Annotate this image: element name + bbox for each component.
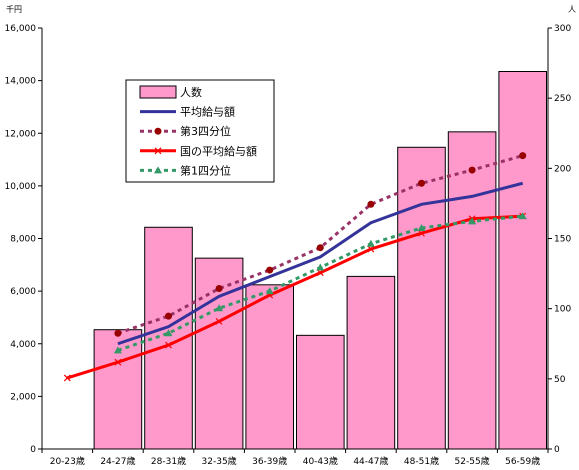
bar (447, 131, 497, 450)
bar (296, 334, 345, 450)
legend-marker (154, 166, 162, 174)
bar (397, 146, 446, 450)
legend-marker (154, 127, 162, 135)
axes: 0 2,000 4,000 6,000 8,000 10,000 12,000 14,000 1… (5, 4, 577, 467)
bar-series (93, 71, 547, 450)
series-line (117, 154, 524, 335)
y-left-tick-label: 16,000 (5, 24, 37, 34)
point-marker (114, 358, 122, 366)
x-tick-label: 36-39歳 (252, 455, 287, 467)
x-tick-label: 40-43歳 (303, 455, 338, 467)
point-marker (518, 212, 527, 220)
y-right-unit: 人 (568, 5, 576, 14)
bar (346, 275, 396, 450)
y-left-tick-label: 0 (30, 445, 36, 455)
legend-swatch (139, 85, 177, 99)
point-marker (519, 152, 527, 160)
point-marker (164, 329, 173, 337)
y-left-tick-label: 12,000 (5, 129, 37, 139)
y-right-tick-label: 250 (554, 94, 571, 104)
point-marker (418, 229, 425, 237)
y-right-tick-label: 150 (554, 235, 571, 245)
legend-marker (154, 147, 162, 155)
point-marker (366, 239, 375, 247)
point-marker (113, 346, 122, 354)
y-left-tick-label: 4,000 (10, 340, 36, 350)
x-tick-label: 52-55歳 (455, 455, 490, 467)
point-marker (417, 223, 426, 231)
point-marker (316, 244, 324, 252)
y-right-tick-label: 200 (554, 164, 571, 174)
y-right-tick-label: 50 (554, 375, 566, 385)
series-line (117, 181, 524, 346)
y-left-tick-label: 6,000 (10, 287, 36, 297)
legend-label: 第3四分位 (180, 124, 231, 138)
point-marker (265, 287, 274, 295)
legend-label: 第1四分位 (180, 163, 231, 177)
y-right-tick-label: 0 (554, 445, 560, 455)
point-marker (316, 263, 325, 271)
point-marker (114, 329, 122, 337)
point-marker (367, 200, 375, 208)
y-left-unit: 千円 (6, 4, 22, 14)
y-left-tick-label: 14,000 (5, 77, 37, 87)
x-tick-label: 48-51歳 (404, 455, 439, 467)
point-marker (468, 166, 476, 174)
bar (498, 71, 547, 450)
point-marker (165, 312, 172, 320)
point-marker (367, 245, 375, 253)
x-tick-label: 20-23歳 (50, 455, 85, 467)
line-series (63, 152, 527, 382)
point-marker (266, 266, 274, 274)
point-marker (165, 341, 172, 349)
y-left-tick-label: 8,000 (10, 235, 36, 245)
legend-label: 平均給与額 (180, 105, 235, 119)
point-marker (63, 374, 71, 382)
point-marker (468, 217, 477, 225)
point-marker (215, 304, 224, 312)
y-right-tick-label: 300 (554, 24, 571, 34)
x-tick-label: 32-35歳 (202, 455, 237, 467)
y-left-tick-label: 2,000 (10, 392, 36, 402)
x-tick-label: 28-31歳 (151, 455, 186, 467)
legend-label: 国の平均給与額 (180, 144, 257, 158)
x-tick-label: 44-47歳 (353, 455, 388, 467)
x-tick-label: 24-27歳 (100, 455, 135, 467)
point-marker (316, 269, 324, 277)
point-marker (215, 284, 223, 292)
legend-label: 人数 (180, 86, 202, 99)
point-marker (418, 179, 425, 187)
y-right-tick-label: 100 (554, 305, 571, 315)
bar (245, 284, 294, 450)
y-left-tick-label: 10,000 (5, 182, 37, 192)
point-marker (215, 317, 223, 325)
x-tick-label: 56-59歳 (505, 455, 540, 467)
